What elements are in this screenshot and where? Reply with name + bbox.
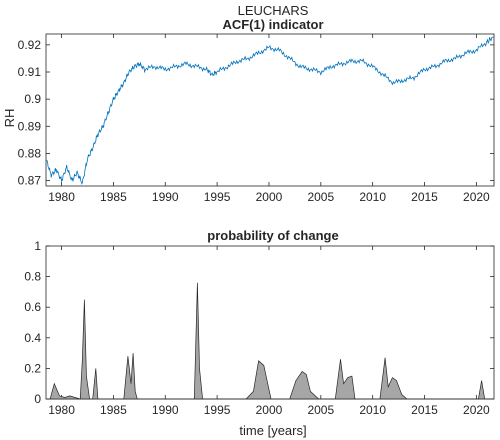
top-y-tick-label: 0.9: [24, 92, 41, 106]
bottom-chart-xlabel: time [years]: [239, 423, 306, 438]
bottom-x-tick-label: 1995: [204, 403, 231, 417]
top-y-tick-label: 0.91: [18, 65, 42, 79]
top-x-tick-label: 2015: [411, 190, 438, 204]
bottom-x-tick-label: 2020: [463, 403, 490, 417]
acf-series-line: [45, 36, 495, 185]
bottom-x-tick-label: 1990: [152, 403, 179, 417]
bottom-y-tick-label: 0: [34, 392, 41, 406]
top-x-tick-label: 1985: [100, 190, 127, 204]
acf-indicator-chart: 1980 1985 1990 1995 2000 2005 2010 2015 2020 0.87…: [18, 33, 495, 204]
bottom-x-tick-label: 2000: [256, 403, 283, 417]
top-y-tick-label: 0.87: [18, 174, 42, 188]
bottom-y-tick-label: 0.4: [24, 331, 41, 345]
top-x-tick-label: 2005: [307, 190, 334, 204]
station-title: LEUCHARS: [238, 3, 309, 18]
bottom-chart-title: probability of change: [207, 228, 338, 243]
top-x-tick-label: 2010: [359, 190, 386, 204]
top-y-tick-label: 0.92: [18, 38, 42, 52]
top-x-tick-label: 2020: [463, 190, 490, 204]
top-chart-ylabel: RH: [2, 109, 17, 128]
probability-area: [46, 282, 494, 400]
top-x-tick-label: 1990: [152, 190, 179, 204]
bottom-y-tick-label: 0.8: [24, 270, 41, 284]
bottom-y-tick-label: 1: [34, 239, 41, 253]
bottom-x-tick-label: 2015: [411, 403, 438, 417]
top-y-tick-label: 0.88: [18, 146, 42, 160]
bottom-y-tick-label: 0.6: [24, 300, 41, 314]
top-x-tick-label: 2000: [256, 190, 283, 204]
top-x-tick-label: 1980: [48, 190, 75, 204]
bottom-x-tick-label: 2005: [307, 403, 334, 417]
top-y-tick-label: 0.89: [18, 119, 42, 133]
bottom-y-tick-label: 0.2: [24, 361, 41, 375]
bottom-axes-box: [45, 245, 495, 400]
bottom-x-tick-label: 2010: [359, 403, 386, 417]
probability-of-change-chart: 1980 1985 1990 1995 2000 2005 2010 2015 2020 0 0.2…: [24, 239, 495, 417]
top-axes-box: [45, 33, 495, 187]
bottom-x-tick-label: 1980: [48, 403, 75, 417]
bottom-x-tick-label: 1985: [100, 403, 127, 417]
top-chart-title: ACF(1) indicator: [222, 17, 323, 32]
top-x-tick-label: 1995: [204, 190, 231, 204]
